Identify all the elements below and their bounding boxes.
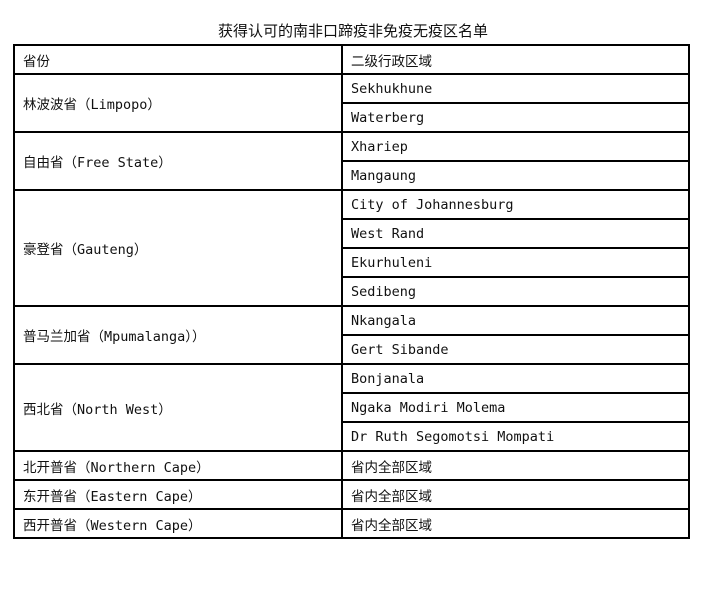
- province-cell: 北开普省（Northern Cape）: [13, 450, 343, 481]
- district-cell: Dr Ruth Segomotsi Mompati: [341, 421, 690, 452]
- table-row: Ngaka Modiri Molema: [14, 392, 690, 423]
- table-row: 普马兰加省（Mpumalanga）） Nkangala: [13, 305, 690, 365]
- district-cell: 省内全部区域: [341, 479, 690, 510]
- table-row: 豪登省（Gauteng） City of Johannesburg: [13, 189, 690, 307]
- district-cell: Sekhukhune: [341, 73, 690, 104]
- district-cell: 省内全部区域: [341, 508, 690, 539]
- table-row: West Rand: [14, 218, 690, 249]
- table-row: 西北省（North West） Bonjanala: [13, 363, 690, 452]
- district-cell: Waterberg: [341, 102, 690, 133]
- district-cell: Sedibeng: [341, 276, 690, 307]
- table-row: 北开普省（Northern Cape） 省内全部区域: [13, 450, 690, 481]
- district-cell: Ekurhuleni: [341, 247, 690, 278]
- district-cell: 省内全部区域: [341, 450, 690, 481]
- table-row: 林波波省（Limpopo） Sekhukhune: [13, 73, 690, 133]
- header-district: 二级行政区域: [341, 44, 690, 75]
- district-cell: City of Johannesburg: [341, 189, 690, 220]
- district-cell: Bonjanala: [341, 363, 690, 394]
- table-row: Waterberg: [14, 102, 690, 133]
- district-cell: Gert Sibande: [341, 334, 690, 365]
- document-title: 获得认可的南非口蹄疫非免疫无疫区名单: [217, 22, 488, 40]
- table-row: 西开普省（Western Cape） 省内全部区域: [13, 508, 690, 539]
- district-cell: Xhariep: [341, 131, 690, 162]
- province-cell: 豪登省（Gauteng）: [13, 189, 343, 307]
- district-cell: Nkangala: [341, 305, 690, 336]
- table-row: Ekurhuleni: [14, 247, 690, 278]
- fmd-free-zone-table: 省份 二级行政区域 林波波省（Limpopo） Sekhukhune Waterbe…: [13, 44, 690, 539]
- province-cell: 东开普省（Eastern Cape）: [13, 479, 343, 510]
- header-province: 省份: [13, 44, 343, 75]
- province-cell: 西开普省（Western Cape）: [13, 508, 343, 539]
- table-header-row: 省份 二级行政区域: [13, 44, 690, 75]
- table-row: Mangaung: [14, 160, 690, 191]
- province-cell: 林波波省（Limpopo）: [13, 73, 343, 133]
- province-cell: 自由省（Free State）: [13, 131, 343, 191]
- district-cell: West Rand: [341, 218, 690, 249]
- table-row: 东开普省（Eastern Cape） 省内全部区域: [13, 479, 690, 510]
- table-row: Gert Sibande: [14, 334, 690, 365]
- table-row: 自由省（Free State） Xhariep: [13, 131, 690, 191]
- table-row: Dr Ruth Segomotsi Mompati: [14, 421, 690, 452]
- province-cell: 普马兰加省（Mpumalanga））: [13, 305, 343, 365]
- province-cell: 西北省（North West）: [13, 363, 343, 452]
- district-cell: Ngaka Modiri Molema: [341, 392, 690, 423]
- table-row: Sedibeng: [14, 276, 690, 307]
- district-cell: Mangaung: [341, 160, 690, 191]
